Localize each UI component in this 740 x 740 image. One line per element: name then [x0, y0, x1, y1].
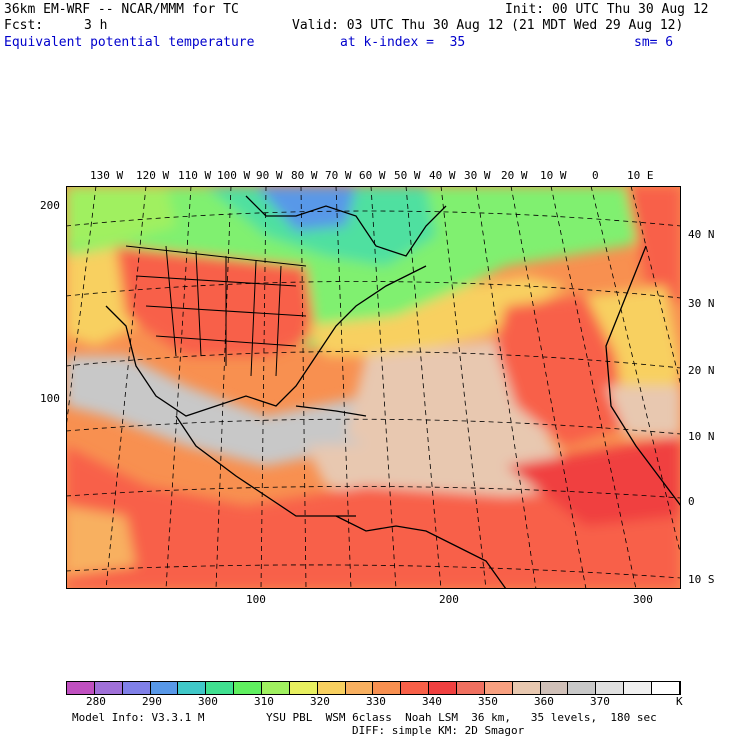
forecast-label: Fcst: — [4, 18, 44, 33]
theta-e-map — [66, 186, 681, 589]
lon-label: 10 W — [540, 169, 567, 182]
map-frame — [66, 186, 681, 589]
lon-label: 100 W — [217, 169, 251, 182]
lon-label: 130 W — [90, 169, 124, 182]
colorbar — [66, 681, 681, 695]
colorbar-swatch — [596, 682, 625, 694]
valid-time: Valid: 03 UTC Thu 30 Aug 12 (21 MDT Wed … — [292, 18, 684, 33]
colorbar-swatch — [540, 682, 569, 694]
colorbar-swatch — [317, 682, 346, 694]
forecast-hour: 3 h — [84, 18, 108, 33]
model-title: 36km EM-WRF -- NCAR/MMM for TC — [4, 2, 239, 17]
lon-label: 70 W — [325, 169, 352, 182]
colorbar-swatch — [234, 682, 263, 694]
colorbar-swatch — [289, 682, 318, 694]
colorbar-label: 320 — [310, 695, 330, 708]
lon-label: 20 W — [501, 169, 528, 182]
colorbar-swatch — [67, 682, 95, 694]
grid-x-label: 200 — [439, 593, 459, 606]
grid-y-label: 200 — [40, 199, 60, 212]
colorbar-swatch — [484, 682, 513, 694]
lon-label: 110 W — [178, 169, 212, 182]
coastlines — [105, 195, 681, 589]
colorbar-label: 370 — [590, 695, 610, 708]
colorbar-swatch — [150, 682, 179, 694]
model-info: Model Info: V3.3.1 M — [72, 711, 205, 724]
colorbar-swatch — [373, 682, 402, 694]
colorbar-swatch — [512, 682, 541, 694]
diffusion-info: DIFF: simple KM: 2D Smagor — [352, 724, 525, 737]
lon-label: 0 — [592, 169, 599, 182]
colorbar-swatch — [624, 682, 653, 694]
lon-label: 80 W — [291, 169, 318, 182]
colorbar-label: 280 — [86, 695, 106, 708]
colorbar-swatch — [178, 682, 207, 694]
field-name: Equivalent potential temperature — [4, 35, 255, 50]
lon-label: 10 E — [627, 169, 654, 182]
colorbar-label: 300 — [198, 695, 218, 708]
lon-label: 40 W — [429, 169, 456, 182]
physics-info: YSU PBL WSM 6class Noah LSM 36 km, 35 le… — [266, 711, 657, 724]
lat-label: 40 N — [688, 228, 715, 241]
grid-y-label: 100 — [40, 392, 60, 405]
colorbar-unit: K — [676, 695, 683, 708]
colorbar-label: 330 — [366, 695, 386, 708]
colorbar-swatch — [206, 682, 235, 694]
colorbar-swatch — [345, 682, 374, 694]
colorbar-label: 290 — [142, 695, 162, 708]
lon-label: 90 W — [256, 169, 283, 182]
colorbar-label: 310 — [254, 695, 274, 708]
k-index-level: at k-index = 35 — [340, 35, 466, 50]
lon-label: 50 W — [394, 169, 421, 182]
smoothing-value: sm= 6 — [634, 35, 674, 50]
lat-label: 30 N — [688, 297, 715, 310]
temperature-field — [66, 186, 681, 589]
lon-label: 120 W — [136, 169, 170, 182]
colorbar-label: 360 — [534, 695, 554, 708]
colorbar-swatch — [568, 682, 597, 694]
colorbar-label: 340 — [422, 695, 442, 708]
lat-label: 10 S — [688, 573, 715, 586]
colorbar-swatch — [652, 682, 680, 694]
grid-x-label: 100 — [246, 593, 266, 606]
colorbar-swatch — [122, 682, 151, 694]
colorbar-label: 350 — [478, 695, 498, 708]
graticule — [66, 186, 681, 589]
lat-label: 10 N — [688, 430, 715, 443]
colorbar-swatch — [401, 682, 430, 694]
init-time: Init: 00 UTC Thu 30 Aug 12 — [505, 2, 709, 17]
colorbar-swatch — [457, 682, 485, 694]
colorbar-swatch — [429, 682, 458, 694]
lon-label: 60 W — [359, 169, 386, 182]
lon-label: 30 W — [464, 169, 491, 182]
grid-x-label: 300 — [633, 593, 653, 606]
political-boundaries — [125, 245, 307, 377]
colorbar-swatch — [262, 682, 290, 694]
colorbar-swatch — [94, 682, 123, 694]
lat-label: 0 — [688, 495, 695, 508]
lat-label: 20 N — [688, 364, 715, 377]
